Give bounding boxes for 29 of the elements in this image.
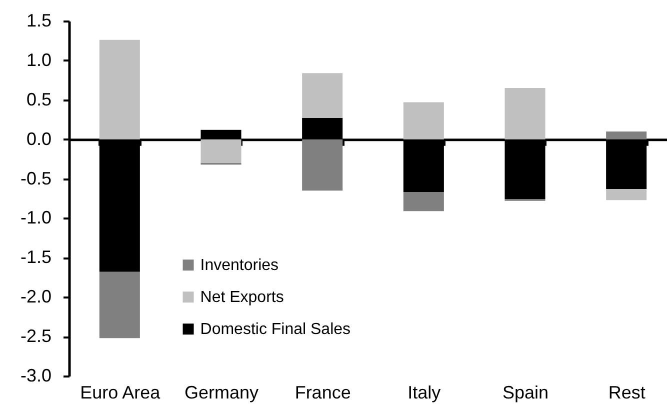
y-tick-label: -1.0 [20, 208, 52, 228]
bar [99, 272, 140, 338]
bar [606, 189, 647, 200]
bar [403, 102, 444, 140]
bar [606, 131, 647, 140]
x-tick-label: Italy [408, 382, 441, 402]
legend-label: Domestic Final Sales [200, 321, 351, 338]
bar [200, 139, 242, 163]
bar [403, 192, 444, 212]
y-tick-label: 1.0 [26, 50, 52, 70]
y-tick-label: -0.5 [20, 168, 52, 188]
y-tick-label: 0.5 [26, 89, 52, 110]
x-tick-label: France [294, 382, 351, 402]
y-tick-label: -3.0 [20, 366, 52, 386]
legend-label: Net Exports [200, 289, 284, 306]
legend-label: Inventories [200, 257, 279, 274]
y-tick-label: 0.0 [26, 128, 52, 149]
bar [99, 40, 140, 140]
x-tick-label: Germany [184, 382, 259, 402]
y-tick-label: -2.5 [20, 326, 52, 346]
x-tick-label: Rest [608, 382, 646, 402]
bar [504, 88, 546, 140]
bar [302, 73, 343, 118]
x-tick-label: Spain [502, 382, 549, 402]
y-tick-label: -1.5 [20, 247, 52, 268]
bar [302, 139, 343, 191]
x-tick-label: Euro Area [80, 382, 162, 402]
y-tick-label: 1.5 [26, 10, 52, 30]
y-tick-label: -2.0 [20, 286, 52, 307]
